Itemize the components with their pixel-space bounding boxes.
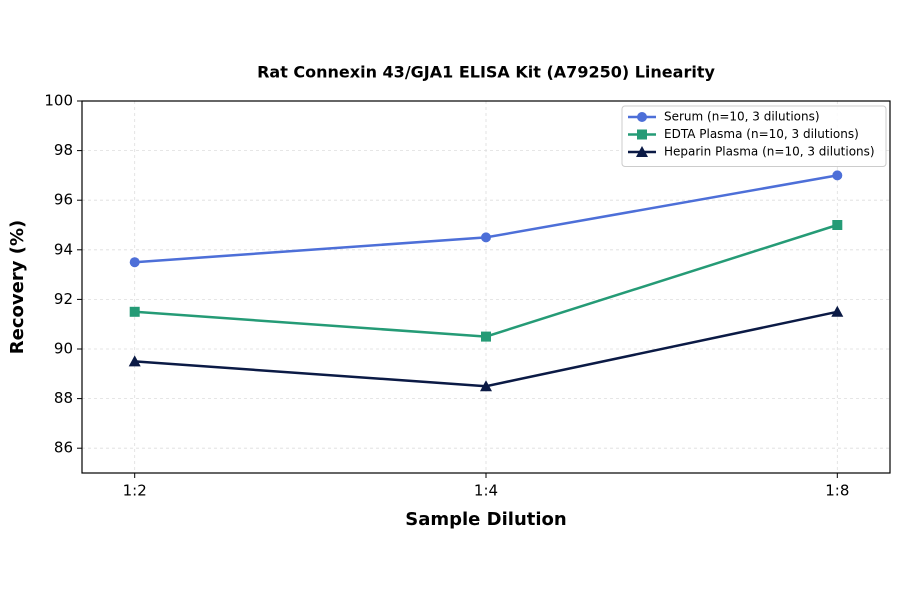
data-point <box>480 380 492 392</box>
legend-box <box>621 105 887 167</box>
x-tick-label: 1:2 <box>123 482 147 500</box>
x-tick-label: 1:4 <box>474 482 498 500</box>
y-tick-label: 90 <box>54 340 73 358</box>
x-tick-label: 1:8 <box>825 482 849 500</box>
y-tick-label: 96 <box>54 191 73 209</box>
legend-label: Heparin Plasma (n=10, 3 dilutions) <box>664 145 875 159</box>
y-tick-label: 86 <box>54 439 73 457</box>
y-tick-label: 92 <box>54 290 73 308</box>
data-point <box>831 305 844 317</box>
legend-marker <box>636 146 648 157</box>
y-axis-label: Recovery (%) <box>7 220 28 354</box>
plot-frame <box>81 100 891 474</box>
data-point <box>129 257 140 268</box>
data-point <box>481 232 491 243</box>
legend-marker <box>637 129 647 140</box>
data-point <box>128 355 141 367</box>
series-line <box>134 174 838 264</box>
y-tick-label: 94 <box>54 240 73 258</box>
y-tick-label: 88 <box>54 389 73 407</box>
legend-label: EDTA Plasma (n=10, 3 dilutions) <box>664 127 859 141</box>
data-point <box>129 306 140 317</box>
y-tick-label: 100 <box>44 92 73 110</box>
chart-title: Rat Connexin 43/GJA1 ELISA Kit (A79250) … <box>257 63 715 82</box>
legend-marker <box>637 112 647 122</box>
y-tick-label: 98 <box>54 141 73 159</box>
data-point <box>832 220 843 230</box>
x-axis-label: Sample Dilution <box>405 509 566 530</box>
legend-label: Serum (n=10, 3 dilutions) <box>664 110 820 124</box>
data-point <box>481 331 491 342</box>
data-point <box>832 170 843 181</box>
